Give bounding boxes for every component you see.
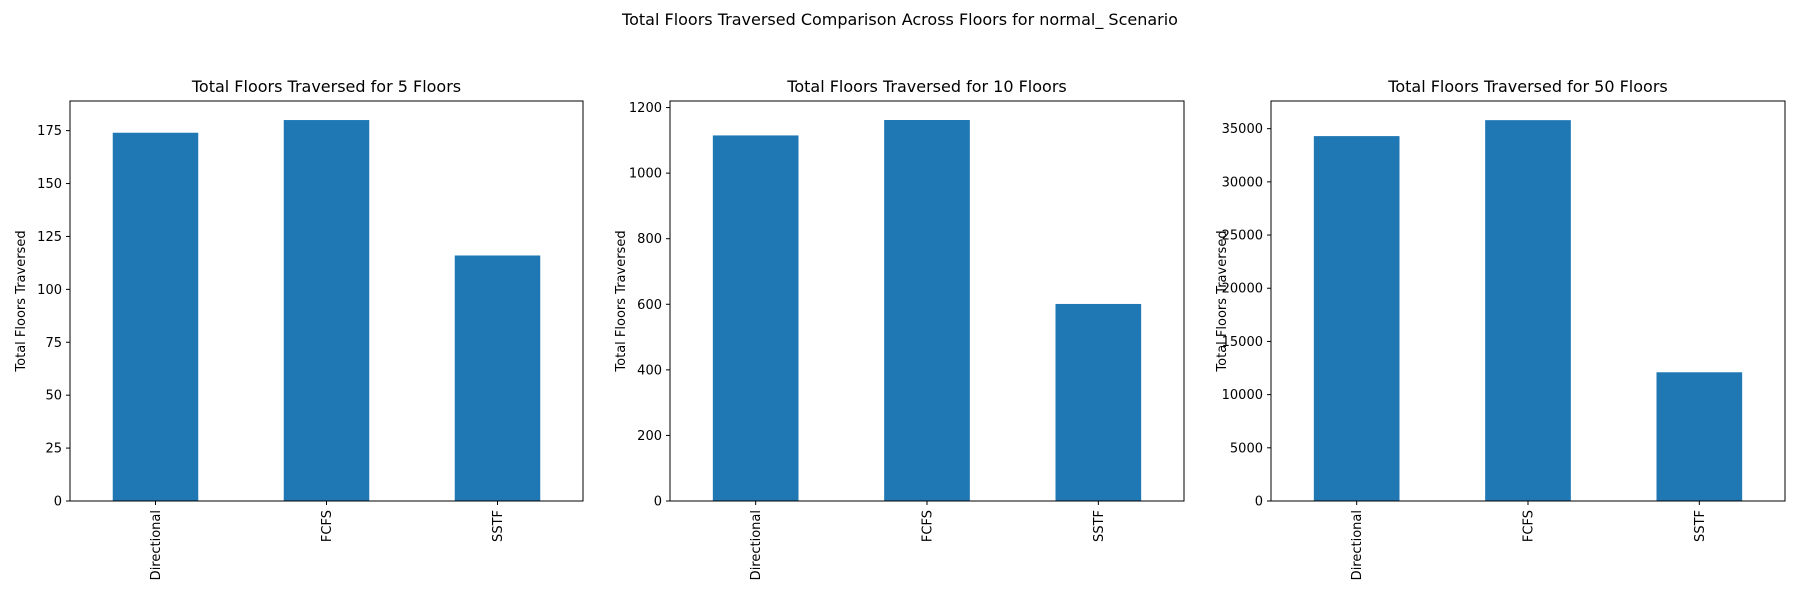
y-tick-label: 125 — [37, 230, 62, 245]
y-tick-label: 15000 — [1222, 335, 1263, 350]
y-tick-label: 0 — [54, 495, 62, 510]
charts-container: 0 25 50 75 100 125 150 175 Directional FCFS SSTF To… — [14, 77, 1786, 580]
chart-3: 0 5000 10000 15000 20000 25000 30000 35000 Direc… — [1215, 77, 1786, 580]
y-tick-label: 75 — [45, 336, 62, 351]
bar-fcfs — [283, 120, 370, 502]
y-tick-label: 5000 — [1230, 441, 1263, 456]
y-tick-label: 400 — [637, 363, 662, 378]
bar-directional — [112, 132, 199, 501]
x-tick-label-sstf: SSTF — [1092, 510, 1107, 542]
chart-title: Total Floors Traversed for 10 Floors — [786, 77, 1066, 96]
bar-sstf — [454, 255, 541, 501]
bar-directional — [712, 135, 799, 502]
y-tick-label: 175 — [37, 124, 62, 139]
y-tick-label: 600 — [637, 298, 662, 313]
y-tick-label: 10000 — [1222, 388, 1263, 403]
x-tick-label-directional: Directional — [749, 510, 764, 580]
figure-suptitle: Total Floors Traversed Comparison Across… — [621, 10, 1178, 30]
y-tick-label: 0 — [654, 495, 662, 510]
bar-sstf — [1055, 303, 1142, 501]
chart-2: 0 200 400 600 800 1000 1200 Directional FCFS SSTF… — [614, 77, 1185, 580]
y-axis-label: Total Floors Traversed — [1215, 230, 1230, 372]
x-tick-label-sstf: SSTF — [1693, 510, 1708, 542]
x-tick-label-fcfs: FCFS — [921, 510, 936, 542]
y-tick-label: 1200 — [629, 101, 662, 116]
x-tick-label-fcfs: FCFS — [320, 510, 335, 542]
y-tick-label: 20000 — [1222, 282, 1263, 297]
x-tick-label-directional: Directional — [1350, 510, 1365, 580]
bar-directional — [1313, 136, 1400, 501]
y-tick-label: 25000 — [1222, 229, 1263, 244]
y-tick-label: 800 — [637, 232, 662, 247]
y-tick-label: 25 — [45, 442, 62, 457]
chart-1: 0 25 50 75 100 125 150 175 Directional FCFS SSTF To… — [14, 77, 584, 580]
y-tick-label: 50 — [45, 389, 62, 404]
x-tick-label-fcfs: FCFS — [1522, 510, 1537, 542]
y-tick-label: 150 — [37, 177, 62, 192]
bar-fcfs — [884, 120, 970, 502]
y-tick-label: 35000 — [1222, 122, 1263, 137]
y-tick-label: 30000 — [1222, 175, 1263, 190]
y-tick-label: 0 — [1255, 495, 1263, 510]
y-axis-label: Total Floors Traversed — [14, 230, 29, 372]
y-tick-label: 100 — [37, 283, 62, 298]
y-tick-label: 200 — [637, 429, 662, 444]
y-axis-label: Total Floors Traversed — [614, 230, 629, 372]
y-tick-label: 1000 — [629, 167, 662, 182]
x-tick-label-sstf: SSTF — [491, 510, 506, 542]
bar-sstf — [1656, 372, 1743, 501]
chart-title: Total Floors Traversed for 5 Floors — [191, 77, 461, 96]
x-tick-label-directional: Directional — [149, 510, 164, 580]
chart-title: Total Floors Traversed for 50 Floors — [1387, 77, 1667, 96]
bar-fcfs — [1485, 120, 1571, 502]
